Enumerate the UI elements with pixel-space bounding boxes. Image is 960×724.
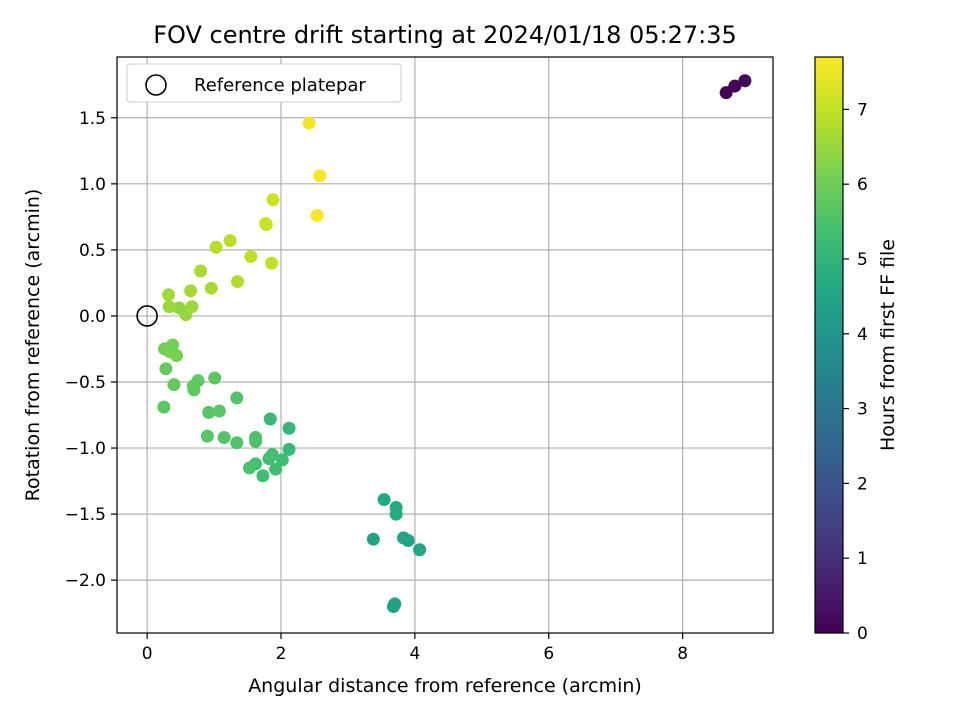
x-tick-label: 6 (543, 644, 554, 664)
x-axis-ticks: 0 2 4 6 8 (142, 633, 688, 664)
data-point (313, 169, 327, 183)
data-point (302, 116, 316, 130)
data-point (265, 448, 279, 462)
data-point (728, 79, 742, 93)
data-point (413, 543, 427, 557)
data-point (217, 430, 231, 444)
colorbar-tick-label: 5 (857, 250, 868, 270)
data-point (275, 453, 289, 467)
data-point (159, 362, 173, 376)
data-point (230, 436, 244, 450)
grid-lines (117, 57, 773, 633)
data-point (208, 371, 222, 385)
y-tick-label: 0.5 (79, 241, 106, 261)
data-point (230, 391, 244, 405)
x-tick-label: 8 (677, 644, 688, 664)
data-point (389, 507, 403, 521)
legend-box (126, 63, 402, 103)
colorbar-tick-label: 6 (857, 175, 868, 195)
colorbar-tick-label: 1 (857, 549, 868, 569)
x-tick-label: 0 (142, 644, 153, 664)
y-tick-label: 1.0 (79, 175, 106, 195)
legend-marker-open-circle (145, 74, 167, 96)
data-point (167, 378, 181, 392)
data-point (202, 405, 216, 419)
data-point (162, 300, 176, 314)
colorbar-tick-label: 0 (857, 624, 868, 644)
y-tick-label: 1.5 (79, 109, 106, 129)
data-point (401, 534, 415, 548)
colorbar-tick-label: 2 (857, 474, 868, 494)
data-point (256, 469, 270, 483)
chart-title: FOV centre drift starting at 2024/01/18 … (153, 21, 737, 49)
data-point (282, 442, 296, 456)
data-point (230, 275, 244, 289)
data-points (157, 74, 752, 614)
data-point (265, 256, 279, 270)
data-point (249, 434, 263, 448)
legend: Reference platepar (126, 63, 402, 103)
data-point (243, 461, 257, 475)
data-point (204, 281, 218, 295)
data-point (187, 383, 201, 397)
x-tick-label: 2 (276, 644, 287, 664)
x-axis-label: Angular distance from reference (arcmin) (248, 675, 642, 697)
reference-platepar-marker (136, 305, 158, 327)
data-point (263, 412, 277, 426)
data-point (184, 284, 198, 298)
y-axis-ticks: −2.0 −1.5 −1.0 −0.5 0.0 0.5 1.0 1.5 (65, 109, 117, 591)
plot-frame (116, 56, 774, 634)
colorbar-gradient (814, 56, 844, 634)
colorbar-tick-label: 4 (857, 325, 868, 345)
colorbar-tick-label: 7 (857, 100, 868, 120)
data-point (209, 240, 223, 254)
y-axis-label: Rotation from reference (arcmin) (22, 189, 44, 502)
y-tick-label: −2.0 (65, 571, 106, 591)
y-tick-label: −1.0 (65, 439, 106, 459)
reference-marker (136, 305, 158, 327)
data-point (200, 429, 214, 443)
data-point (157, 400, 171, 414)
data-point (212, 404, 226, 418)
data-point (282, 421, 296, 435)
data-point (310, 209, 324, 223)
data-point (366, 532, 380, 546)
y-tick-label: −0.5 (65, 373, 106, 393)
colorbar-label: Hours from first FF file (877, 239, 899, 451)
data-point (266, 193, 280, 207)
data-point (244, 249, 258, 263)
data-point (163, 345, 177, 359)
data-point (223, 234, 237, 248)
colorbar-tick-label: 3 (857, 400, 868, 420)
y-tick-label: −1.5 (65, 505, 106, 525)
colorbar: 0 1 2 3 4 5 6 7 Hours from first FF file (814, 56, 899, 644)
x-tick-label: 4 (409, 644, 420, 664)
data-point (194, 264, 208, 278)
data-point (269, 462, 283, 476)
data-point (738, 74, 752, 88)
data-point (377, 493, 391, 507)
colorbar-ticks: 0 1 2 3 4 5 6 7 (843, 100, 868, 644)
y-tick-label: 0.0 (79, 307, 106, 327)
data-point (388, 597, 402, 611)
legend-label: Reference platepar (194, 75, 366, 96)
data-point (185, 300, 199, 314)
data-point (259, 218, 273, 232)
data-point (162, 288, 176, 302)
